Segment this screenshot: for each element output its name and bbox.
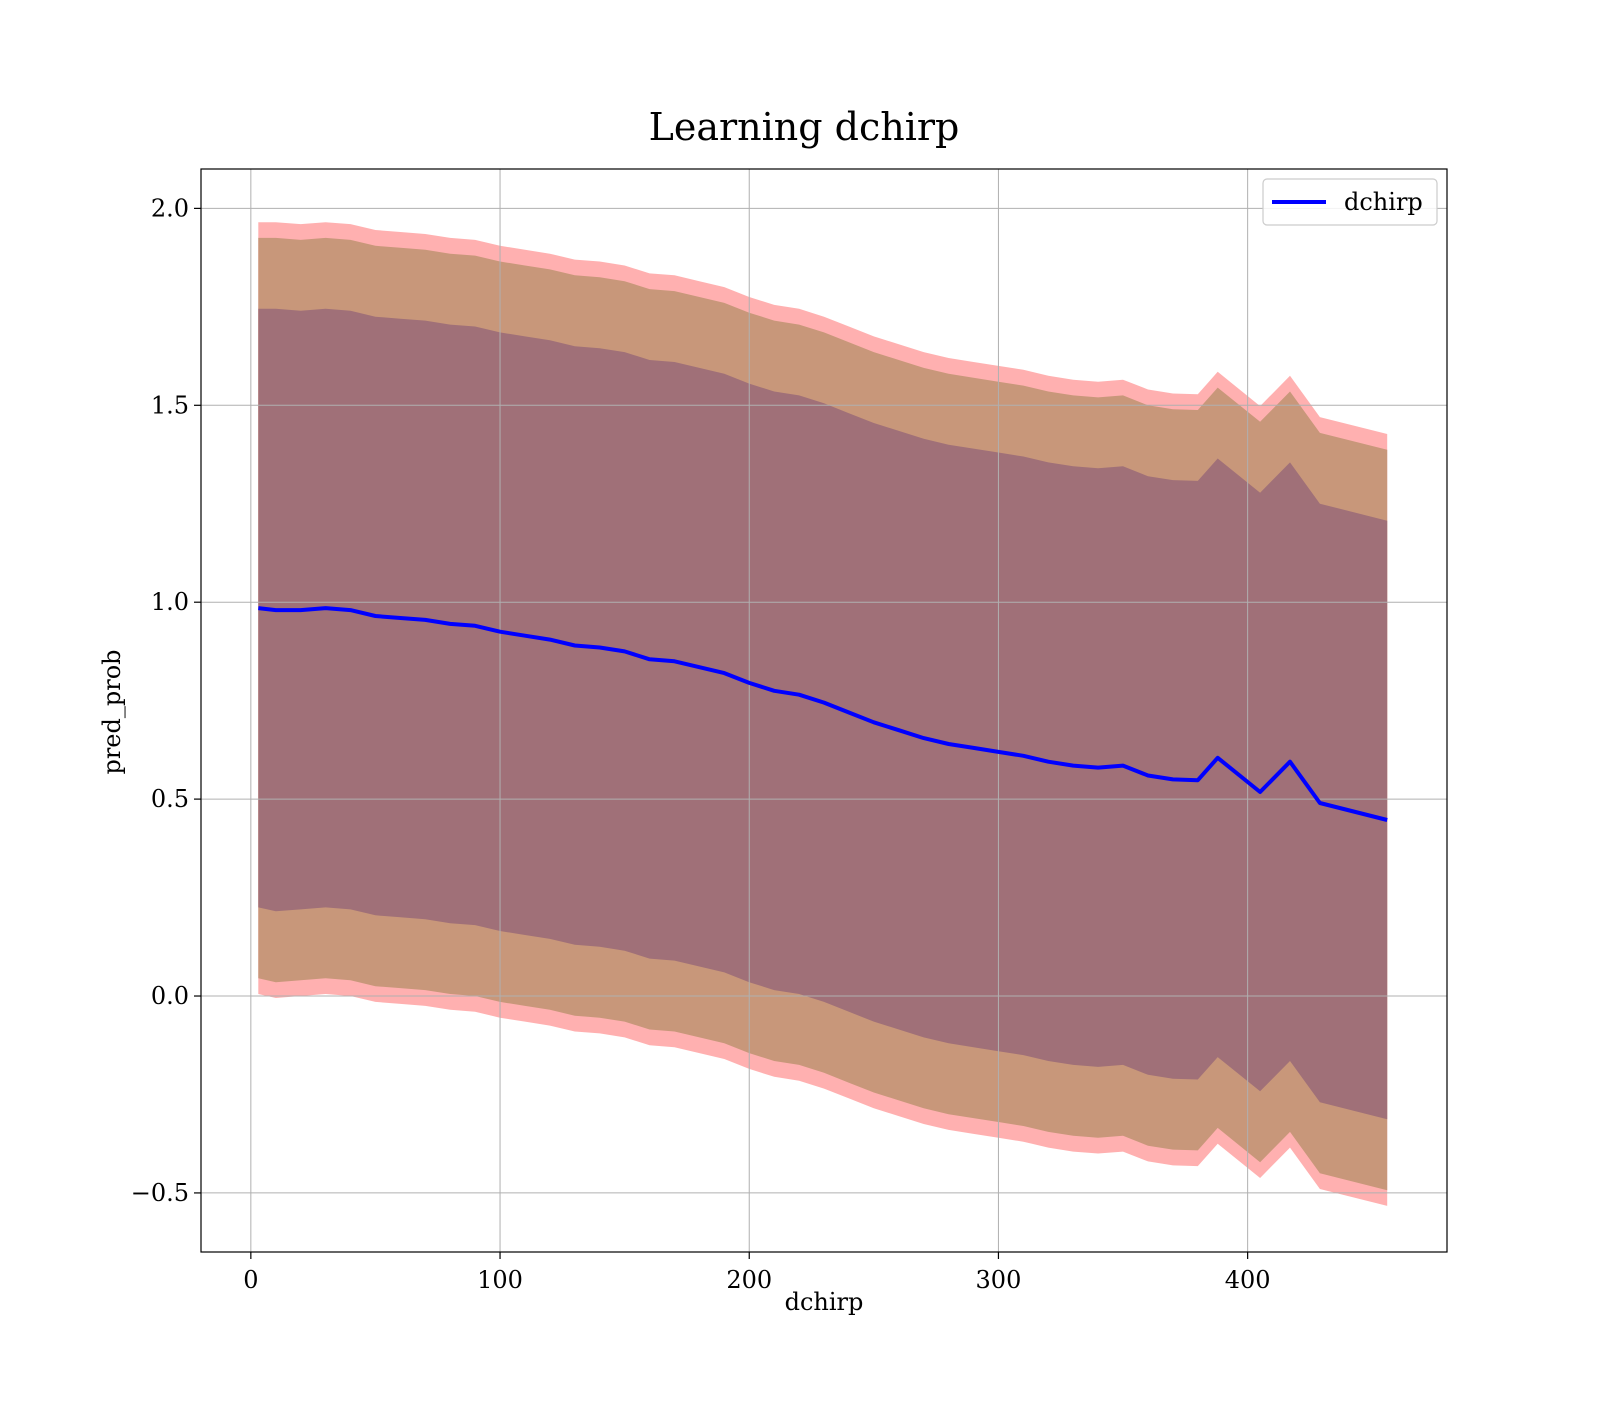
y-axis-label: pred_prob xyxy=(98,649,126,774)
series-line-dchirp xyxy=(258,606,1388,822)
series-lines xyxy=(258,606,1388,822)
y-tick-label: 0.0 xyxy=(151,982,189,1010)
y-axis-ticks: −0.5 0.0 0.5 1.0 1.5 2.0 xyxy=(131,194,201,1207)
uncertainty-bands xyxy=(258,222,1388,1206)
band-inner xyxy=(258,308,1388,1120)
y-tick-label: 0.5 xyxy=(151,785,189,813)
y-tick-label: 1.0 xyxy=(151,588,189,616)
grid-lines xyxy=(201,169,1447,1252)
plot-frame xyxy=(200,168,1448,1253)
x-tick-label: 0 xyxy=(243,1266,258,1294)
y-tick-label: −0.5 xyxy=(131,1179,189,1207)
legend-label-dchirp: dchirp xyxy=(1344,188,1423,216)
y-tick-label: 2.0 xyxy=(151,194,189,222)
x-tick-label: 400 xyxy=(1225,1266,1271,1294)
y-tick-label: 1.5 xyxy=(151,391,189,419)
chart-title: Learning dchirp xyxy=(649,105,960,149)
x-axis-ticks: 0 100 200 300 400 xyxy=(243,1252,1271,1294)
x-tick-label: 200 xyxy=(726,1266,772,1294)
legend-box xyxy=(1262,178,1438,226)
legend: dchirp xyxy=(1262,178,1438,226)
x-tick-label: 100 xyxy=(477,1266,523,1294)
x-axis-label: dchirp xyxy=(785,1288,864,1316)
x-tick-label: 300 xyxy=(976,1266,1022,1294)
